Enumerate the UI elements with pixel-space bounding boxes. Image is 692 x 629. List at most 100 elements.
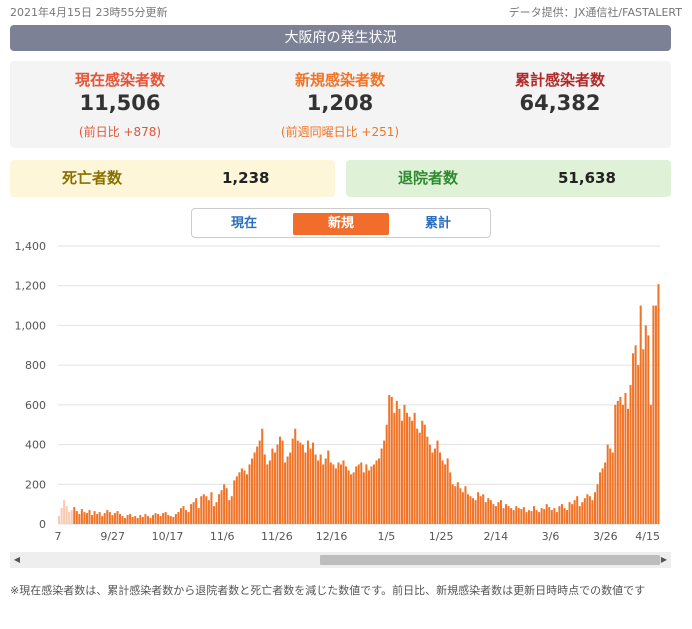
chart-bar bbox=[80, 509, 83, 524]
chart-bar bbox=[116, 511, 119, 524]
chart-bar bbox=[355, 466, 358, 524]
chart-bar bbox=[535, 510, 538, 524]
chart-bar bbox=[309, 448, 312, 524]
chart-bar bbox=[479, 496, 482, 524]
chart-bar bbox=[484, 502, 487, 524]
scroll-right-arrow-icon[interactable]: ▶ bbox=[660, 555, 668, 564]
chart-bar bbox=[233, 480, 236, 524]
y-tick-label: 1,000 bbox=[15, 319, 47, 332]
discharged-value: 51,638 bbox=[558, 169, 616, 187]
chart-bar bbox=[271, 448, 274, 524]
current-cases-label: 現在感染者数 bbox=[74, 71, 165, 89]
chart-bar bbox=[527, 510, 530, 524]
x-tick-label: 2/14 bbox=[483, 530, 508, 543]
chart-bar bbox=[164, 512, 167, 524]
y-tick-label: 0 bbox=[39, 518, 46, 531]
chart-bar bbox=[588, 496, 591, 524]
chart-bar bbox=[58, 516, 61, 524]
chart-bar bbox=[200, 496, 203, 524]
current-cases-value: 11,506 bbox=[79, 91, 161, 115]
y-tick-label: 400 bbox=[25, 439, 46, 452]
chart-bar bbox=[284, 462, 287, 524]
chart-bar bbox=[197, 508, 200, 524]
top-info-bar: 2021年4月15日 23時55分更新 データ提供：JX通信社/FASTALER… bbox=[10, 4, 682, 20]
chart-bar bbox=[235, 476, 238, 524]
chart-bar bbox=[591, 500, 594, 524]
chart-bar bbox=[611, 452, 614, 524]
chart-bar bbox=[583, 498, 586, 524]
chart-bar bbox=[98, 512, 101, 524]
scroll-left-arrow-icon[interactable]: ◀ bbox=[13, 555, 21, 564]
chart-bar bbox=[411, 420, 414, 524]
y-tick-label: 1,400 bbox=[15, 240, 47, 253]
chart-bar bbox=[124, 518, 127, 524]
chart-bar bbox=[258, 440, 261, 524]
scrollbar-thumb[interactable] bbox=[320, 555, 660, 565]
x-tick-label: 12/16 bbox=[316, 530, 348, 543]
chart-bar bbox=[256, 446, 259, 524]
chart-bar bbox=[83, 512, 86, 524]
chart-bar bbox=[515, 506, 518, 524]
chart-bar bbox=[294, 428, 297, 524]
chart-bar bbox=[276, 444, 279, 524]
chart-bar bbox=[179, 508, 182, 524]
x-tick-label: 1/25 bbox=[429, 530, 454, 543]
chart-bar bbox=[652, 305, 655, 524]
chart-bar bbox=[337, 462, 340, 524]
chart-bar bbox=[121, 516, 124, 524]
chart-bar bbox=[380, 448, 383, 524]
chart-bar bbox=[405, 412, 409, 524]
chart-bar bbox=[192, 502, 195, 524]
chart-bar bbox=[558, 506, 561, 524]
chart-bar bbox=[555, 512, 558, 524]
chart-bar bbox=[289, 452, 292, 524]
tab-total[interactable]: 累計 bbox=[424, 216, 451, 231]
chart-bar bbox=[118, 514, 121, 524]
chart-bar bbox=[360, 462, 363, 524]
chart-bar bbox=[157, 514, 160, 524]
chart-bar bbox=[339, 464, 342, 524]
chart-bar bbox=[596, 484, 599, 524]
chart-bar bbox=[423, 424, 426, 524]
tab-current[interactable]: 現在 bbox=[230, 216, 257, 231]
chart-bar bbox=[312, 442, 315, 524]
chart-bar bbox=[129, 514, 132, 524]
chart-bar bbox=[626, 408, 630, 524]
chart-bar bbox=[108, 512, 111, 524]
chart-bar bbox=[73, 507, 76, 524]
chart-bar bbox=[482, 494, 485, 524]
chart-bar bbox=[632, 353, 635, 524]
chart-bar bbox=[624, 392, 627, 524]
chart-bar bbox=[345, 466, 348, 524]
chart-bar bbox=[205, 496, 208, 524]
chart-bar bbox=[499, 500, 503, 524]
chart-bar bbox=[149, 518, 152, 524]
new-cases-change: (前週同曜日比 +251) bbox=[280, 125, 400, 139]
chart-bar bbox=[621, 404, 624, 524]
chart-bar bbox=[507, 506, 510, 524]
chart-bar bbox=[566, 510, 569, 524]
chart-bar bbox=[586, 494, 589, 524]
chart-bar bbox=[332, 464, 335, 524]
chart-bar bbox=[141, 517, 144, 524]
chart-bar bbox=[449, 472, 452, 524]
chart-bar bbox=[131, 517, 134, 524]
chart-bar bbox=[215, 502, 218, 524]
y-tick-label: 1,200 bbox=[15, 280, 47, 293]
chart-bar bbox=[281, 440, 284, 524]
chart-horizontal-scrollbar[interactable]: ◀ ▶ bbox=[10, 552, 671, 568]
chart-bar bbox=[65, 506, 68, 524]
chart-bar bbox=[103, 513, 106, 524]
chart-bar bbox=[647, 335, 650, 524]
chart-bar bbox=[202, 494, 205, 524]
tab-new[interactable]: 新規 bbox=[293, 213, 389, 235]
chart-bar bbox=[637, 365, 640, 524]
chart-bar bbox=[619, 396, 622, 524]
chart-bar bbox=[525, 512, 528, 524]
y-tick-label: 800 bbox=[25, 359, 46, 372]
chart-bar bbox=[451, 484, 454, 524]
chart-bar bbox=[261, 428, 264, 524]
chart-bar bbox=[489, 500, 492, 524]
current-cases-change: (前日比 +878) bbox=[78, 125, 162, 139]
chart-bar bbox=[560, 504, 563, 524]
